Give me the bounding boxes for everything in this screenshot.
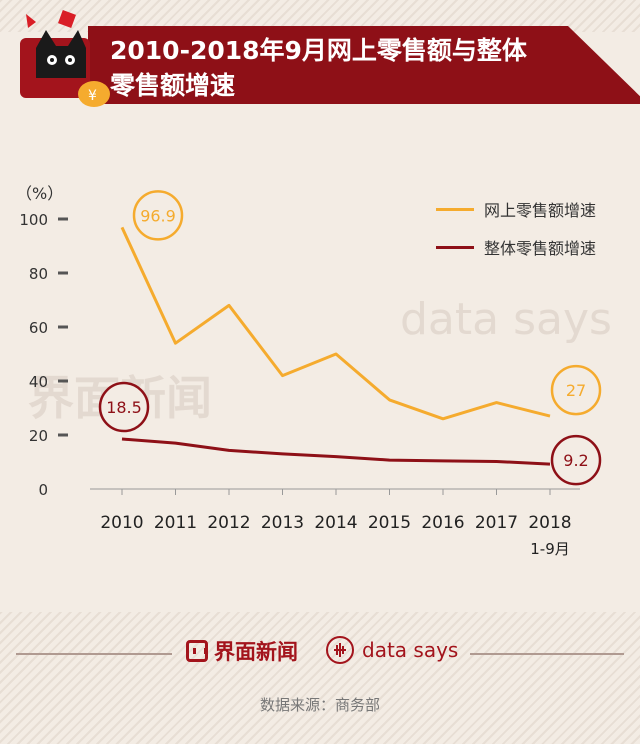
x-tick-label: 2018: [528, 513, 571, 533]
x-tick-label: 2015: [368, 513, 411, 533]
legend-item-overall: 整体零售额增速: [436, 228, 596, 266]
x-tick-label: 2014: [314, 513, 357, 533]
x-tick-label: 2013: [261, 513, 304, 533]
data-label: 18.5: [106, 398, 142, 417]
data-source: 数据来源：商务部: [259, 696, 380, 714]
data-label-circle: [550, 434, 602, 486]
data-label-circle: [132, 190, 184, 241]
jiemian-logo-icon: [186, 640, 208, 662]
y-tick-label: 0: [38, 481, 48, 499]
page-title-line2: 零售额增速: [110, 71, 236, 100]
cat-mascot-icon: ¥: [20, 10, 110, 107]
title-banner: [88, 26, 640, 104]
legend-swatch-overall: [436, 245, 474, 249]
legend-item-online: 网上零售额增速: [436, 190, 596, 228]
data-label: 9.2: [563, 451, 588, 470]
watermark-right: data says: [400, 294, 612, 345]
data-label-circle: [550, 364, 602, 416]
brand-jiemian-name: 界面新闻: [214, 640, 298, 664]
data-label: 96.9: [140, 206, 176, 225]
y-tick-label: 60: [29, 319, 48, 337]
x-tick-label: 2012: [207, 513, 250, 533]
y-axis-unit: （%）: [16, 184, 64, 203]
data-label-circle: [98, 381, 150, 433]
brand-datasays-name: data says: [362, 638, 459, 662]
x-tick-sublabel: 1-9月: [530, 540, 570, 558]
svg-text:¥: ¥: [88, 88, 97, 104]
line-chart: 0 20 40 60 80 100 2010 2011 2012 2013 2014 2015 2016…: [19, 190, 602, 558]
brand-jiemian: 界面新闻: [186, 636, 298, 666]
bottom-stripe-pattern: [0, 612, 640, 744]
datasays-logo-icon: [326, 636, 354, 664]
y-tick-label: 80: [29, 265, 48, 283]
y-tick-label: 20: [29, 427, 48, 445]
x-tick-label: 2011: [154, 513, 197, 533]
legend-label-online: 网上零售额增速: [484, 201, 597, 220]
chart-legend: 网上零售额增速 整体零售额增速: [436, 190, 596, 266]
brand-datasays: data says: [326, 636, 458, 664]
x-tick-label: 2017: [475, 513, 518, 533]
page-title-line1: 2010-2018年9月网上零售额与整体: [110, 36, 527, 65]
legend-swatch-online: [436, 207, 474, 211]
x-tick-label: 2016: [421, 513, 464, 533]
footer-divider-right: [470, 653, 624, 655]
x-tick-label: 2010: [100, 513, 143, 533]
legend-label-overall: 整体零售额增速: [484, 239, 597, 258]
y-tick-label: 40: [29, 373, 48, 391]
footer-divider-left: [16, 653, 172, 655]
series-line-1: [121, 437, 551, 466]
y-tick-label: 100: [19, 211, 48, 229]
data-label: 27: [566, 381, 586, 400]
